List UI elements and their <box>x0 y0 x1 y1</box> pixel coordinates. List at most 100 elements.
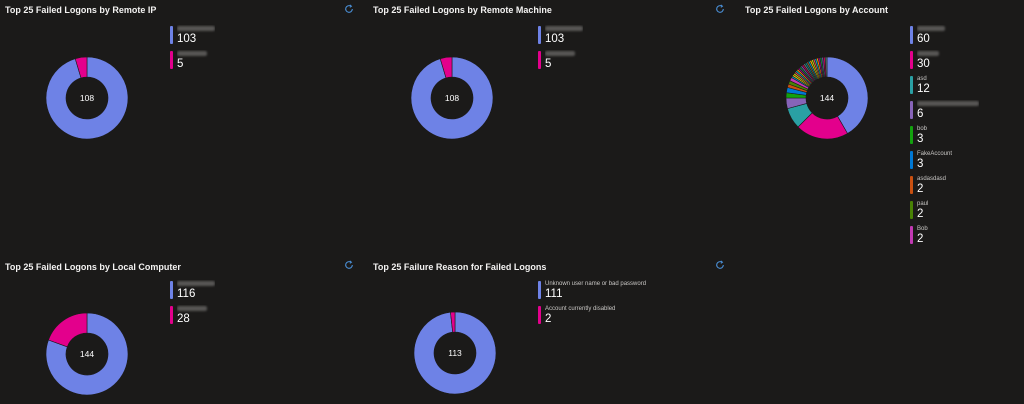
legend-label <box>177 280 215 288</box>
donut-slice[interactable] <box>48 313 88 348</box>
donut-slice[interactable] <box>46 313 128 395</box>
legend-label: Account currently disabled <box>545 306 616 312</box>
legend-item[interactable]: 103 <box>538 25 583 45</box>
refresh-icon[interactable] <box>715 4 725 14</box>
donut-chart[interactable]: 144 <box>46 313 128 395</box>
donut-chart[interactable]: 108 <box>411 57 493 139</box>
legend-value: 2 <box>917 183 924 195</box>
legend-swatch <box>910 151 913 169</box>
tile-remote-machine: Top 25 Failed Logons by Remote Machine 1… <box>373 5 723 235</box>
legend: 103 5 <box>170 25 215 75</box>
legend-swatch <box>170 26 173 44</box>
tile-failure-reason: Top 25 Failure Reason for Failed Logons … <box>373 262 723 402</box>
legend-item[interactable]: 60 <box>910 25 979 45</box>
redacted-label <box>545 50 575 56</box>
donut-chart[interactable]: 144 <box>786 57 868 139</box>
legend-value: 3 <box>917 133 924 145</box>
legend-item[interactable]: FakeAccount 3 <box>910 150 979 170</box>
legend-label <box>917 50 979 58</box>
legend-item[interactable]: 6 <box>910 100 979 120</box>
refresh-icon[interactable] <box>344 4 354 14</box>
legend-item[interactable]: 28 <box>170 305 215 325</box>
legend-value: 12 <box>917 83 930 95</box>
legend-item[interactable]: 5 <box>538 50 583 70</box>
redacted-label <box>177 25 215 31</box>
legend-value: 2 <box>917 233 924 245</box>
donut-chart[interactable]: 113 <box>414 312 496 394</box>
legend-item[interactable]: asd 12 <box>910 75 979 95</box>
legend-swatch <box>170 306 173 324</box>
legend-swatch <box>910 201 913 219</box>
legend-value: 2 <box>545 313 552 325</box>
legend-label: Unknown user name or bad password <box>545 281 647 287</box>
legend-label: asdasdasd <box>917 176 947 182</box>
donut-slice[interactable] <box>824 57 828 78</box>
redacted-label <box>917 25 945 31</box>
legend-label <box>545 25 583 33</box>
legend-item[interactable]: asdasdasd 2 <box>910 175 979 195</box>
legend-swatch <box>538 306 541 324</box>
refresh-icon[interactable] <box>344 260 354 270</box>
legend-value: 5 <box>177 58 184 70</box>
tile-title: Top 25 Failed Logons by Local Computer <box>5 262 181 272</box>
donut-total: 144 <box>80 349 94 359</box>
donut-slice[interactable] <box>826 57 868 134</box>
donut-slice[interactable] <box>74 57 88 79</box>
legend-label <box>177 50 215 58</box>
legend-item[interactable]: 30 <box>910 50 979 70</box>
legend-item[interactable]: Unknown user name or bad password 111 <box>538 280 646 300</box>
legend-swatch <box>538 51 541 69</box>
legend-value: 28 <box>177 313 190 325</box>
legend-value: 103 <box>545 33 565 45</box>
donut-chart[interactable]: 108 <box>46 57 128 139</box>
legend-label <box>177 305 215 313</box>
legend-swatch <box>910 176 913 194</box>
legend-swatch <box>170 51 173 69</box>
legend-swatch <box>910 226 913 244</box>
tile-title: Top 25 Failed Logons by Remote Machine <box>373 5 552 15</box>
legend-value: 3 <box>917 158 924 170</box>
legend-label: bob <box>917 126 928 132</box>
tile-title: Top 25 Failure Reason for Failed Logons <box>373 262 547 272</box>
legend: 116 28 <box>170 280 215 330</box>
legend-label: Bob <box>917 226 928 232</box>
legend-value: 30 <box>917 58 930 70</box>
donut-slice[interactable] <box>439 57 453 79</box>
legend-item[interactable]: Bob 2 <box>910 225 979 245</box>
legend-swatch <box>538 281 541 299</box>
donut-total: 108 <box>445 93 459 103</box>
legend-swatch <box>170 281 173 299</box>
tile-title: Top 25 Failed Logons by Remote IP <box>5 5 157 15</box>
redacted-label <box>545 25 583 31</box>
legend: Unknown user name or bad password 111 Acco… <box>538 280 646 330</box>
donut-slice[interactable] <box>46 57 128 139</box>
donut-slice[interactable] <box>414 312 496 394</box>
legend-item[interactable]: Account currently disabled 2 <box>538 305 646 325</box>
donut-slice[interactable] <box>450 312 456 333</box>
legend: 60 30 asd 12 6 bob 3 FakeAccount 3 asdasdasd 2 paul… <box>910 25 979 250</box>
legend-label <box>545 50 583 58</box>
legend-value: 103 <box>177 33 197 45</box>
redacted-label <box>177 280 215 286</box>
redacted-label <box>917 50 939 56</box>
legend-value: 116 <box>177 288 196 300</box>
legend-item[interactable]: 5 <box>170 50 215 70</box>
legend-item[interactable]: 116 <box>170 280 215 300</box>
tile-account: Top 25 Failed Logons by Account 144 60 30… <box>745 5 1020 245</box>
redacted-label <box>917 100 979 106</box>
legend-item[interactable]: bob 3 <box>910 125 979 145</box>
donut-total: 113 <box>448 348 462 358</box>
legend-item[interactable]: 103 <box>170 25 215 45</box>
legend-swatch <box>538 26 541 44</box>
donut-total: 108 <box>80 93 94 103</box>
refresh-icon[interactable] <box>715 260 725 270</box>
legend-value: 2 <box>917 208 924 220</box>
redacted-label <box>177 50 207 56</box>
legend-swatch <box>910 76 913 94</box>
donut-slice[interactable] <box>411 57 493 139</box>
legend-item[interactable]: paul 2 <box>910 200 979 220</box>
legend: 103 5 <box>538 25 583 75</box>
legend-value: 6 <box>917 108 924 120</box>
tile-remote-ip: Top 25 Failed Logons by Remote IP 108 10… <box>5 5 355 235</box>
legend-label <box>917 100 979 108</box>
